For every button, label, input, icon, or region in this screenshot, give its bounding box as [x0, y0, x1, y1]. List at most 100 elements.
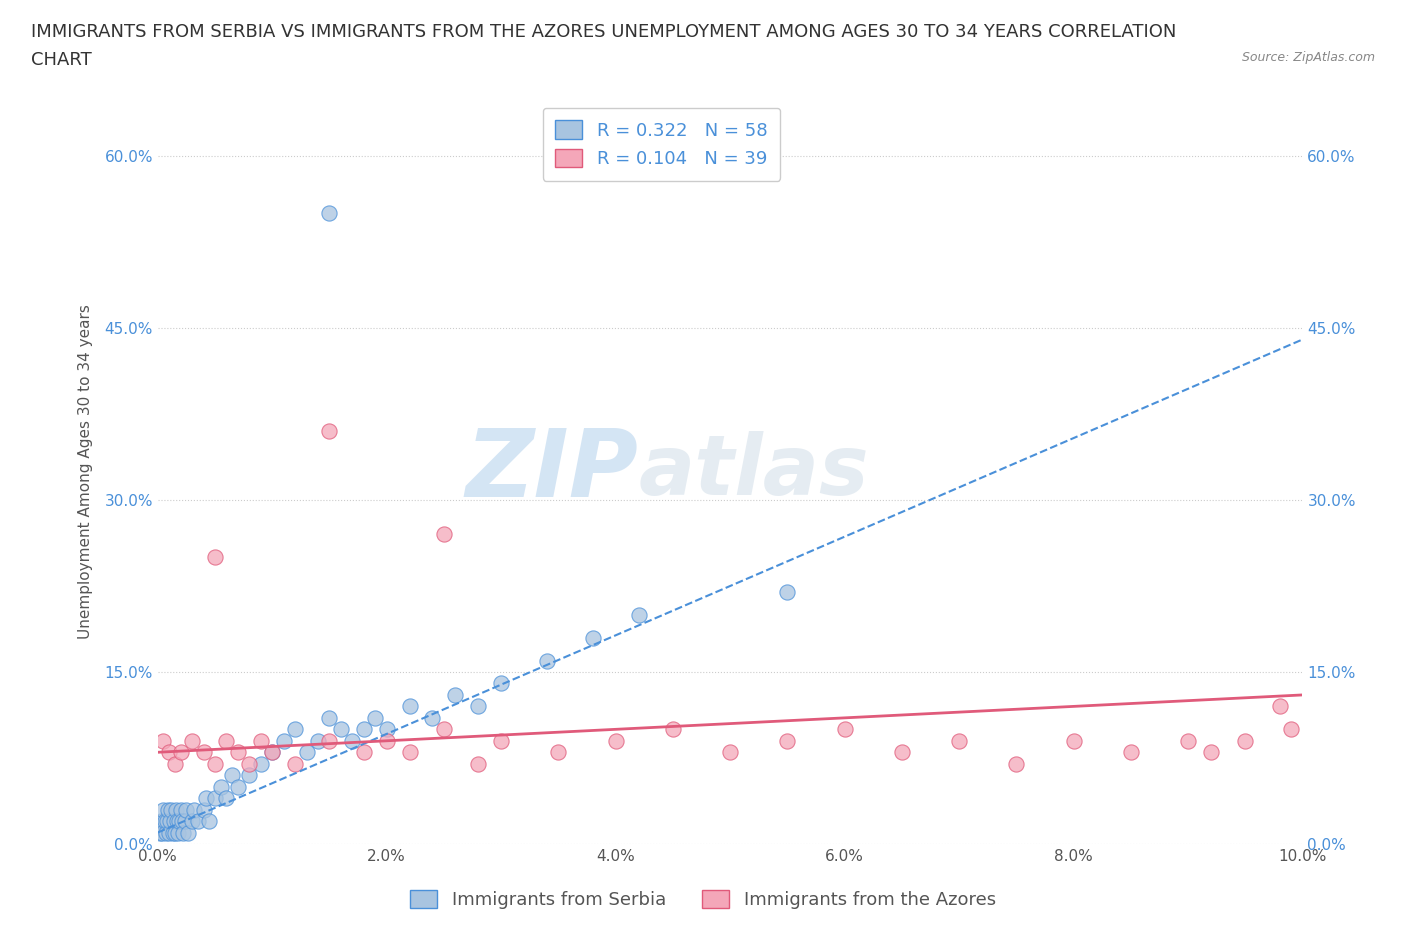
Point	[1063, 734, 1085, 749]
Point	[160, 803, 183, 817]
Point	[375, 722, 398, 737]
Point	[295, 745, 318, 760]
Point	[157, 803, 180, 817]
Point	[238, 756, 260, 771]
Point	[163, 825, 186, 840]
Point	[318, 711, 340, 725]
Point	[187, 814, 209, 829]
Point	[226, 745, 249, 760]
Point	[176, 803, 198, 817]
Point	[1177, 734, 1199, 749]
Point	[157, 745, 180, 760]
Point	[318, 424, 340, 439]
Point	[249, 734, 271, 749]
Point	[169, 803, 191, 817]
Point	[157, 825, 180, 840]
Point	[183, 803, 205, 817]
Text: Source: ZipAtlas.com: Source: ZipAtlas.com	[1241, 51, 1375, 64]
Point	[152, 734, 174, 749]
Point	[307, 734, 329, 749]
Point	[209, 779, 232, 794]
Point	[176, 825, 198, 840]
Point	[262, 745, 284, 760]
Point	[170, 814, 193, 829]
Point	[167, 825, 190, 840]
Point	[1005, 756, 1028, 771]
Point	[150, 825, 173, 840]
Point	[364, 711, 387, 725]
Point	[433, 722, 456, 737]
Point	[318, 206, 340, 220]
Point	[605, 734, 627, 749]
Point	[284, 722, 307, 737]
Point	[166, 814, 188, 829]
Legend: Immigrants from Serbia, Immigrants from the Azores: Immigrants from Serbia, Immigrants from …	[404, 883, 1002, 916]
Point	[165, 803, 187, 817]
Point	[398, 699, 420, 714]
Point	[1119, 745, 1142, 760]
Point	[163, 756, 186, 771]
Point	[172, 825, 194, 840]
Point	[193, 803, 215, 817]
Point	[1234, 734, 1257, 749]
Point	[547, 745, 569, 760]
Point	[226, 779, 249, 794]
Point	[329, 722, 352, 737]
Point	[342, 734, 364, 749]
Point	[353, 722, 375, 737]
Point	[169, 745, 191, 760]
Point	[221, 768, 243, 783]
Point	[433, 527, 456, 542]
Legend: R = 0.322   N = 58, R = 0.104   N = 39: R = 0.322 N = 58, R = 0.104 N = 39	[543, 108, 780, 180]
Text: CHART: CHART	[31, 51, 91, 69]
Point	[284, 756, 307, 771]
Point	[776, 734, 799, 749]
Point	[375, 734, 398, 749]
Point	[1279, 722, 1302, 737]
Point	[152, 803, 174, 817]
Point	[444, 687, 467, 702]
Text: IMMIGRANTS FROM SERBIA VS IMMIGRANTS FROM THE AZORES UNEMPLOYMENT AMONG AGES 30 : IMMIGRANTS FROM SERBIA VS IMMIGRANTS FRO…	[31, 23, 1177, 41]
Point	[149, 825, 172, 840]
Point	[163, 814, 186, 829]
Point	[215, 790, 238, 805]
Point	[489, 676, 512, 691]
Point	[536, 653, 558, 668]
Point	[467, 756, 489, 771]
Point	[776, 584, 799, 599]
Point	[156, 814, 179, 829]
Point	[422, 711, 444, 725]
Point	[890, 745, 912, 760]
Point	[194, 790, 217, 805]
Point	[193, 745, 215, 760]
Point	[153, 814, 176, 829]
Point	[238, 768, 260, 783]
Point	[155, 825, 177, 840]
Point	[353, 745, 375, 760]
Point	[467, 699, 489, 714]
Point	[948, 734, 970, 749]
Point	[181, 814, 204, 829]
Y-axis label: Unemployment Among Ages 30 to 34 years: Unemployment Among Ages 30 to 34 years	[79, 304, 93, 639]
Point	[1199, 745, 1222, 760]
Point	[273, 734, 295, 749]
Point	[169, 814, 191, 829]
Point	[204, 756, 226, 771]
Point	[262, 745, 284, 760]
Point	[215, 734, 238, 749]
Point	[718, 745, 741, 760]
Point	[150, 814, 173, 829]
Text: atlas: atlas	[638, 431, 869, 512]
Point	[204, 790, 226, 805]
Text: ZIP: ZIP	[465, 425, 638, 517]
Point	[398, 745, 420, 760]
Point	[662, 722, 685, 737]
Point	[489, 734, 512, 749]
Point	[174, 814, 197, 829]
Point	[582, 631, 605, 645]
Point	[159, 814, 181, 829]
Point	[1268, 699, 1291, 714]
Point	[249, 756, 271, 771]
Point	[834, 722, 856, 737]
Point	[627, 607, 650, 622]
